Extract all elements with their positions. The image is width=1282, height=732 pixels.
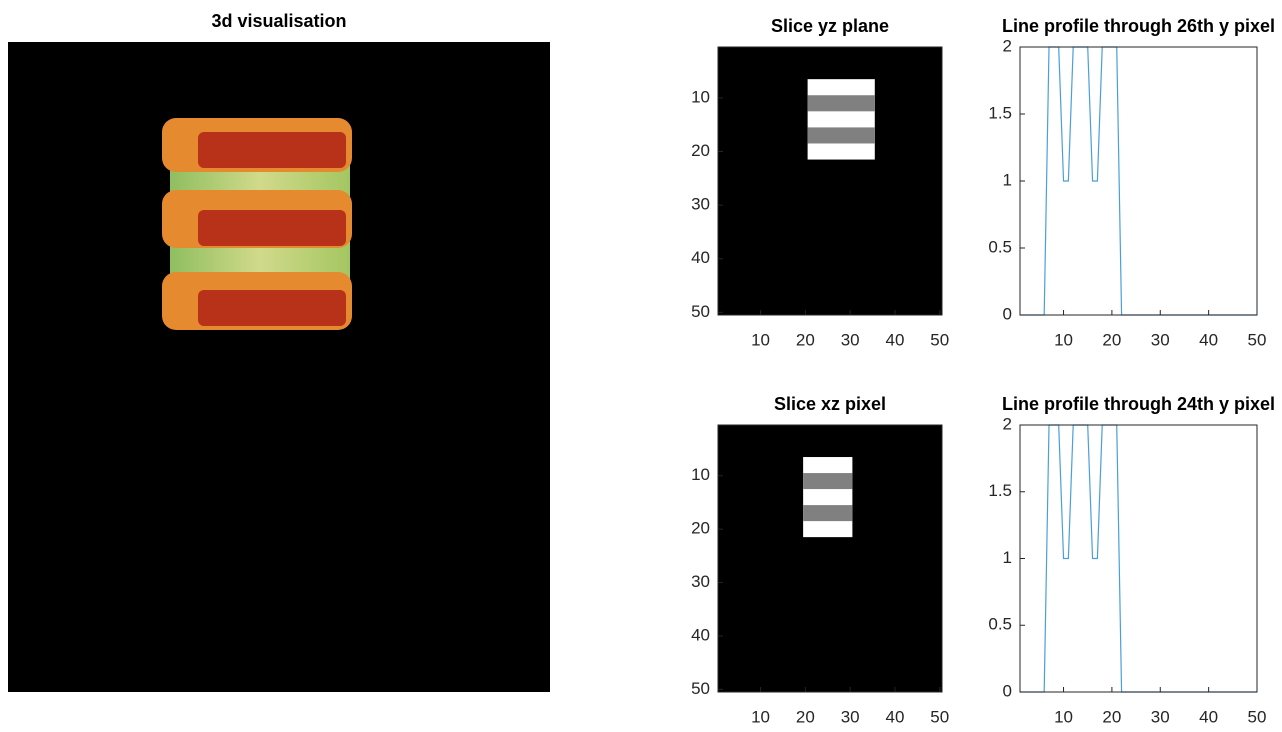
x-tick-label: 10 [1054,330,1073,349]
axes-background [1020,47,1257,315]
y-tick-label: 10 [691,87,710,106]
y-tick-label: 10 [691,465,710,484]
x-tick-label: 50 [1248,707,1267,726]
x-tick-label: 30 [1151,330,1170,349]
y-tick-label: 2 [1003,414,1012,433]
image-block [803,505,853,522]
x-tick-label: 30 [841,330,860,349]
x-tick-label: 30 [841,707,860,726]
x-tick-label: 20 [796,707,815,726]
y-tick-label: 20 [691,519,710,538]
chart-title: Line profile through 26th y pixel [1002,16,1275,36]
image-block [807,79,875,160]
chart-title: Slice yz plane [771,16,889,36]
y-tick-label: 0 [1003,304,1012,323]
image-block [803,473,853,490]
y-tick-label: 40 [691,248,710,267]
y-tick-label: 40 [691,625,710,644]
y-tick-label: 1.5 [988,481,1012,500]
y-tick-label: 0 [1003,681,1012,700]
x-tick-label: 20 [1102,330,1121,349]
x-tick-label: 10 [751,330,770,349]
x-tick-label: 40 [1199,707,1218,726]
x-tick-label: 40 [885,330,904,349]
y-tick-label: 50 [691,679,710,698]
x-tick-label: 30 [1151,707,1170,726]
x-tick-label: 20 [796,330,815,349]
chart-title: Slice xz pixel [774,394,886,414]
y-tick-label: 30 [691,195,710,214]
y-tick-label: 2 [1003,36,1012,55]
y-tick-label: 0.5 [988,615,1012,634]
image-block [807,95,875,112]
y-tick-label: 30 [691,572,710,591]
volume-render [162,118,352,330]
image-block [807,127,875,144]
y-tick-label: 1 [1003,170,1012,189]
x-tick-label: 20 [1102,707,1121,726]
axes-background [1020,425,1257,692]
y-tick-label: 0.5 [988,237,1012,256]
x-tick-label: 50 [930,330,949,349]
x-tick-label: 40 [885,707,904,726]
image-block [803,457,853,538]
x-tick-label: 50 [1248,330,1267,349]
x-tick-label: 40 [1199,330,1218,349]
x-tick-label: 10 [751,707,770,726]
y-tick-label: 1.5 [988,103,1012,122]
axes-frame [717,46,943,316]
chart-title: Line profile through 24th y pixel [1002,394,1275,414]
chart-title: 3d visualisation [211,11,346,31]
axes-frame [717,424,943,693]
y-tick-label: 20 [691,141,710,160]
y-tick-label: 50 [691,302,710,321]
x-tick-label: 10 [1054,707,1073,726]
x-tick-label: 50 [930,707,949,726]
y-tick-label: 1 [1003,548,1012,567]
